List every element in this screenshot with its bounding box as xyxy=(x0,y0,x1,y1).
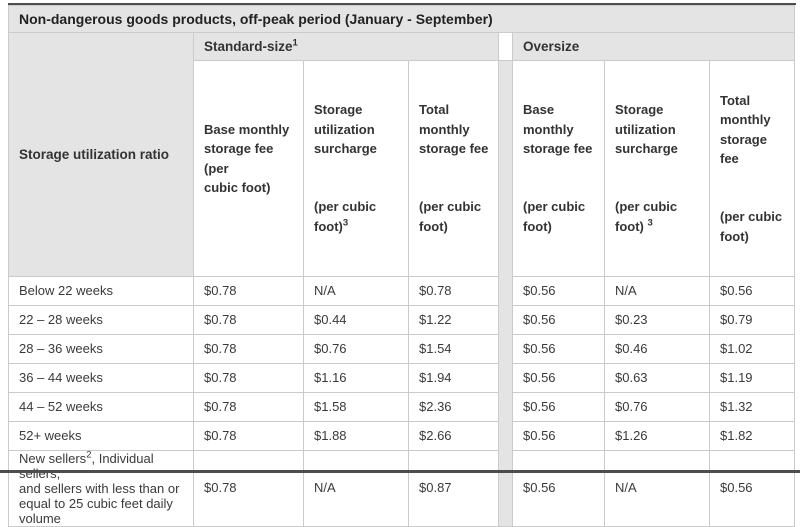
fee-value: $0.78 xyxy=(193,420,304,451)
fee-value: $1.88 xyxy=(303,420,409,451)
table-row: 28 – 36 weeks $0.78 $0.76 $1.54 $0.56 $0… xyxy=(8,333,796,364)
table-row: 36 – 44 weeks $0.78 $1.16 $1.94 $0.56 $0… xyxy=(8,362,796,393)
bottom-edge-line xyxy=(0,470,800,473)
fee-value: $0.78 xyxy=(408,275,499,306)
row-label: 28 – 36 weeks xyxy=(8,333,194,364)
section-divider-top xyxy=(498,32,513,61)
table-row: 44 – 52 weeks $0.78 $1.58 $2.36 $0.56 $0… xyxy=(8,391,796,422)
group-header-oversize: Oversize xyxy=(511,32,796,61)
fee-value: $0.46 xyxy=(604,333,710,364)
footnote-marker: 3 xyxy=(647,217,653,229)
column-header-text: Total monthly storage fee xyxy=(720,92,771,167)
footnote-marker: 3 xyxy=(342,217,349,229)
fee-value: $0.44 xyxy=(303,304,409,335)
row-label: New sellers2, Individual sellers, and se… xyxy=(8,449,194,527)
column-header-subtext: (per cubic foot)3 xyxy=(314,199,377,234)
fee-value: $0.63 xyxy=(604,362,710,393)
column-header-ovr-surcharge: Storage utilization surcharge (per cubic… xyxy=(604,60,710,277)
row-label: 36 – 44 weeks xyxy=(8,362,194,393)
column-header-text: Storage utilization surcharge xyxy=(314,102,377,157)
fee-value: $2.66 xyxy=(408,420,499,451)
table-title: Non-dangerous goods products, off-peak p… xyxy=(7,5,796,33)
fee-value: $1.16 xyxy=(303,362,409,393)
group-header-standard-size: Standard-size1 xyxy=(193,32,499,61)
fee-value: $0.78 xyxy=(193,333,304,364)
fee-value: $0.78 xyxy=(193,449,304,527)
table-row: 52+ weeks $0.78 $1.88 $2.66 $0.56 $1.26 … xyxy=(8,420,796,451)
storage-fee-table: Non-dangerous goods products, off-peak p… xyxy=(7,5,796,527)
fee-table-container: Non-dangerous goods products, off-peak p… xyxy=(7,3,796,527)
fee-value: $1.22 xyxy=(408,304,499,335)
fee-value: $0.56 xyxy=(512,333,605,364)
fee-value: $1.02 xyxy=(708,333,796,364)
fee-value: $1.19 xyxy=(708,362,796,393)
table-row: Below 22 weeks $0.78 N/A $0.78 $0.56 N/A… xyxy=(8,275,796,306)
table-row: New sellers2, Individual sellers, and se… xyxy=(8,449,796,527)
fee-value: N/A xyxy=(303,275,409,306)
footnote-marker: 1 xyxy=(292,37,298,49)
column-header-subtext: (per cubic foot) 3 xyxy=(615,199,678,234)
column-header-ovr-total-fee: Total monthly storage fee (per cubic foo… xyxy=(708,60,796,277)
fee-value: $0.56 xyxy=(512,362,605,393)
fee-value: $1.82 xyxy=(708,420,796,451)
fee-value: N/A xyxy=(604,275,710,306)
group-label: Standard-size xyxy=(204,39,293,54)
fee-value: $0.78 xyxy=(193,391,304,422)
column-header-std-total-fee: Total monthly storage fee (per cubic foo… xyxy=(408,60,499,277)
column-header-ovr-base-fee: Base monthly storage fee (per cubic foot… xyxy=(512,60,605,277)
title-row: Non-dangerous goods products, off-peak p… xyxy=(7,5,796,33)
column-header-subtext: (per cubic foot) xyxy=(720,209,783,244)
fee-value: $0.76 xyxy=(303,333,409,364)
column-header-subtext: (per cubic foot) xyxy=(523,199,586,234)
fee-value: $1.54 xyxy=(408,333,499,364)
column-header-storage-utilization-ratio: Storage utilization ratio xyxy=(8,32,194,277)
column-header-subtext: (per cubic foot) xyxy=(419,199,482,234)
row-label: Below 22 weeks xyxy=(8,275,194,306)
section-divider xyxy=(498,60,513,527)
fee-value: N/A xyxy=(303,449,409,527)
row-label: 44 – 52 weeks xyxy=(8,391,194,422)
fee-value: $0.78 xyxy=(193,304,304,335)
fee-value: $1.58 xyxy=(303,391,409,422)
fee-value: $0.56 xyxy=(512,304,605,335)
fee-value: $0.23 xyxy=(604,304,710,335)
fee-value: $0.76 xyxy=(604,391,710,422)
column-header-text: Storage utilization surcharge xyxy=(615,102,678,157)
fee-value: $1.26 xyxy=(604,420,710,451)
fee-value: $1.94 xyxy=(408,362,499,393)
column-header-text: Base monthly storage fee (per cubic foot… xyxy=(204,121,290,196)
fee-value: $0.56 xyxy=(512,391,605,422)
fee-value: $0.56 xyxy=(708,275,796,306)
table-row: 22 – 28 weeks $0.78 $0.44 $1.22 $0.56 $0… xyxy=(8,304,796,335)
fee-value: $2.36 xyxy=(408,391,499,422)
footnote-marker: 2 xyxy=(86,449,92,461)
fee-value: N/A xyxy=(604,449,710,527)
fee-value: $0.87 xyxy=(408,449,499,527)
column-header-text: Base monthly storage fee xyxy=(523,102,593,157)
column-header-text: Total monthly storage fee xyxy=(419,102,489,157)
group-label: Oversize xyxy=(523,39,580,54)
fee-value: $0.56 xyxy=(512,449,605,527)
group-header-row: Storage utilization ratio Standard-size1… xyxy=(8,32,796,277)
fee-value: $0.78 xyxy=(193,275,304,306)
fee-value: $0.56 xyxy=(512,420,605,451)
row-label: 52+ weeks xyxy=(8,420,194,451)
fee-value: $0.79 xyxy=(708,304,796,335)
column-header-std-base-fee: Base monthly storage fee (per cubic foot… xyxy=(193,60,304,277)
fee-value: $0.56 xyxy=(512,275,605,306)
column-header-std-surcharge: Storage utilization surcharge (per cubic… xyxy=(303,60,409,277)
row-label: 22 – 28 weeks xyxy=(8,304,194,335)
fee-value: $0.78 xyxy=(193,362,304,393)
fee-value: $1.32 xyxy=(708,391,796,422)
fee-value: $0.56 xyxy=(708,449,796,527)
